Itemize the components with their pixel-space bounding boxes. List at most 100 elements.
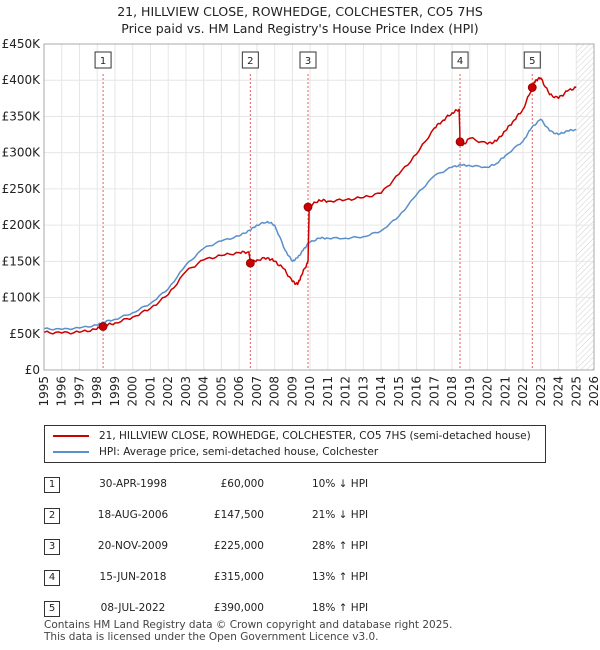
- legend-item-hpi: HPI: Average price, semi-detached house,…: [53, 444, 378, 460]
- x-tick-label: 2024: [552, 376, 566, 407]
- sale-row-1: 1 30-APR-1998 £60,000 10% ↓ HPI: [44, 471, 584, 502]
- sale-price: £225,000: [213, 540, 264, 552]
- sale-label-number: 1: [100, 56, 106, 67]
- sale-row-2: 2 18-AUG-2006 £147,500 21% ↓ HPI: [44, 502, 584, 533]
- legend-hpi-swatch: [53, 451, 89, 453]
- y-tick-label: £100K: [2, 291, 42, 305]
- legend-hpi-label: HPI: Average price, semi-detached house,…: [99, 446, 379, 458]
- sale-label-box: [94, 51, 112, 69]
- sale-date: 30-APR-1998: [99, 478, 167, 490]
- sale-row-5: 5 08-JUL-2022 £390,000 18% ↑ HPI: [44, 595, 584, 626]
- sale-price: £147,500: [213, 509, 264, 521]
- x-tick-label: 2000: [126, 376, 140, 407]
- sale-label-number: 3: [305, 56, 311, 67]
- legend-property-swatch: [53, 435, 89, 437]
- x-tick-label: 1996: [55, 376, 69, 407]
- chart-title-line2: Price paid vs. HM Land Registry's House …: [121, 21, 479, 36]
- legend: 21, HILLVIEW CLOSE, ROWHEDGE, COLCHESTER…: [44, 425, 546, 463]
- x-tick-label: 2014: [374, 376, 388, 407]
- y-tick-label: £200K: [2, 218, 42, 232]
- sales-table: 1 30-APR-1998 £60,000 10% ↓ HPI 2 18-AUG…: [44, 471, 584, 626]
- sale-point: [303, 202, 313, 212]
- legend-property-label: 21, HILLVIEW CLOSE, ROWHEDGE, COLCHESTER…: [99, 430, 531, 442]
- sale-date: 08-JUL-2022: [100, 602, 166, 614]
- y-tick-label: £0: [25, 363, 40, 377]
- x-tick-label: 2013: [356, 376, 370, 407]
- x-tick-label: 1998: [90, 376, 104, 407]
- sale-label-number: 4: [457, 56, 463, 67]
- sale-point: [455, 137, 465, 147]
- y-tick-label: £150K: [2, 254, 42, 268]
- plot-background: [44, 44, 594, 370]
- y-tick-label: £350K: [2, 109, 42, 123]
- sale-price: £315,000: [213, 571, 264, 583]
- legend-item-property: 21, HILLVIEW CLOSE, ROWHEDGE, COLCHESTER…: [53, 428, 531, 444]
- property-price-line: [43, 76, 577, 335]
- sale-badge-5: 5: [44, 601, 60, 617]
- y-tick-label: £250K: [2, 182, 42, 196]
- x-tick-label: 2025: [569, 376, 583, 407]
- x-tick-label: 1995: [37, 376, 51, 407]
- sale-badge-4: 4: [44, 570, 60, 586]
- price-chart: £0 £50K £100K £150K £200K £250K £300K £350K £400…: [2, 37, 600, 407]
- sale-label-number: 2: [247, 56, 253, 67]
- x-tick-label: 2002: [161, 376, 175, 407]
- x-tick-label: 2003: [179, 376, 193, 407]
- future-shading: [576, 44, 594, 370]
- x-tick-label: 2010: [303, 376, 317, 407]
- chart-area: £0 £50K £100K £150K £200K £250K £300K £350K £400…: [2, 37, 600, 407]
- sale-hpi-diff: 18% ↑ HPI: [312, 602, 369, 614]
- plot-border: [43, 43, 595, 371]
- x-tick-label: 2019: [463, 376, 477, 407]
- sale-hpi-diff: 10% ↓ HPI: [312, 478, 369, 490]
- sale-label-box: [299, 51, 317, 69]
- x-tick-label: 2022: [516, 376, 530, 407]
- y-tick-label: £450K: [2, 37, 42, 51]
- x-tick-label: 2009: [285, 376, 299, 407]
- sale-badge-1: 1: [44, 477, 60, 493]
- sale-row-3: 3 20-NOV-2009 £225,000 28% ↑ HPI: [44, 533, 584, 564]
- sale-date: 20-NOV-2009: [97, 540, 169, 552]
- x-tick-label: 2026: [587, 376, 600, 407]
- sale-row-4: 4 15-JUN-2018 £315,000 13% ↑ HPI: [44, 564, 584, 595]
- footer: Contains HM Land Registry data © Crown c…: [44, 619, 452, 643]
- sale-label-box: [241, 51, 259, 69]
- y-tick-label: £400K: [2, 73, 42, 87]
- x-tick-label: 2001: [143, 376, 157, 407]
- sale-hpi-diff: 28% ↑ HPI: [312, 540, 369, 552]
- sale-label-box: [523, 51, 541, 69]
- x-tick-label: 1999: [108, 376, 122, 407]
- footer-license: This data is licensed under the Open Gov…: [44, 631, 379, 643]
- x-tick-label: 2021: [498, 376, 512, 407]
- x-tick-label: 2015: [392, 376, 406, 407]
- sale-date: 15-JUN-2018: [99, 571, 167, 583]
- sale-date: 18-AUG-2006: [97, 509, 169, 521]
- sale-point: [527, 83, 537, 92]
- footer-copyright: Contains HM Land Registry data © Crown c…: [44, 619, 453, 631]
- sale-point: [245, 258, 255, 268]
- x-tick-label: 2011: [321, 376, 335, 407]
- x-tick-label: 2017: [427, 376, 441, 407]
- x-tick-label: 2016: [410, 376, 424, 407]
- chart-title-line1: 21, HILLVIEW CLOSE, ROWHEDGE, COLCHESTER…: [117, 4, 483, 19]
- x-tick-label: 2020: [481, 376, 495, 407]
- x-tick-label: 2012: [339, 376, 353, 407]
- sale-badge-3: 3: [44, 539, 60, 555]
- y-tick-label: £300K: [2, 146, 42, 160]
- sale-badge-2: 2: [44, 508, 60, 524]
- x-tick-label: 2007: [250, 376, 264, 407]
- sale-price: £60,000: [220, 478, 264, 490]
- sale-label-box: [451, 51, 469, 69]
- sale-point: [98, 322, 108, 331]
- x-tick-label: 2008: [268, 376, 282, 407]
- x-tick-label: 2018: [445, 376, 459, 407]
- x-tick-label: 2004: [197, 376, 211, 407]
- sale-label-number: 5: [529, 56, 535, 67]
- x-tick-label: 2005: [214, 376, 228, 407]
- sale-price: £390,000: [213, 602, 264, 614]
- x-tick-label: 2006: [232, 376, 246, 407]
- sale-hpi-diff: 21% ↓ HPI: [312, 509, 369, 521]
- y-tick-label: £50K: [9, 327, 41, 341]
- x-tick-label: 1997: [72, 376, 86, 407]
- x-tick-label: 2023: [534, 376, 548, 407]
